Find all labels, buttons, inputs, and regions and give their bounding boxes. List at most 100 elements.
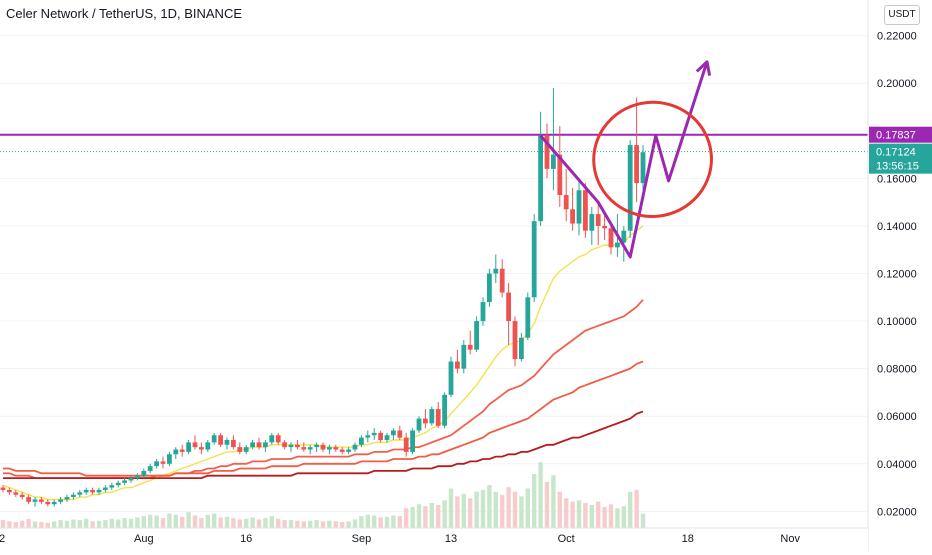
moving-average-ma_3 bbox=[3, 360, 644, 477]
price-tick-label: 0.16000 bbox=[877, 173, 917, 185]
candle-body bbox=[199, 447, 204, 450]
candle-body bbox=[192, 442, 198, 448]
volume-bar bbox=[148, 514, 153, 528]
time-tick-label: 13 bbox=[445, 533, 457, 545]
volume-bar bbox=[263, 518, 268, 528]
candle-body bbox=[218, 435, 223, 445]
candle-body bbox=[365, 435, 371, 438]
volume-bar bbox=[615, 508, 620, 528]
volume-bar bbox=[84, 518, 89, 528]
volume-bar bbox=[58, 520, 63, 528]
volume-bar bbox=[205, 514, 210, 528]
volume-bar bbox=[583, 502, 588, 528]
candle-body bbox=[327, 447, 332, 450]
price-tick-label: 0.10000 bbox=[877, 316, 917, 328]
price-tick-label: 0.08000 bbox=[877, 364, 917, 376]
volume-bar bbox=[468, 498, 473, 528]
volume-bar bbox=[295, 520, 300, 528]
volume-bar bbox=[551, 475, 556, 528]
volume-bar bbox=[90, 521, 95, 528]
volume-bar bbox=[26, 518, 31, 528]
volume-bar bbox=[538, 462, 543, 528]
volume-bar bbox=[474, 491, 479, 528]
candle-body bbox=[371, 432, 377, 436]
volume-bar bbox=[256, 519, 262, 528]
time-tick-label: Aug bbox=[134, 533, 154, 545]
candle-body bbox=[557, 154, 563, 196]
volume-bar bbox=[109, 518, 114, 528]
volume-bar bbox=[512, 491, 518, 528]
candle-body bbox=[71, 494, 76, 498]
time-tick-label: 16 bbox=[240, 533, 252, 545]
candle-body bbox=[263, 442, 268, 448]
candle-body bbox=[307, 447, 313, 450]
volume-bar bbox=[64, 520, 70, 528]
candle-body bbox=[519, 337, 524, 360]
volume-bar bbox=[186, 512, 191, 528]
candle-body bbox=[499, 268, 505, 293]
volume-bar bbox=[212, 513, 217, 528]
volume-bar bbox=[52, 521, 57, 528]
volume-bar bbox=[487, 485, 492, 528]
candle-body bbox=[147, 466, 153, 471]
volume-bar bbox=[359, 516, 364, 528]
volume-bar bbox=[314, 520, 319, 528]
volume-bar bbox=[480, 489, 486, 528]
candle-body bbox=[615, 242, 620, 248]
candle-body bbox=[455, 361, 460, 369]
currency-button[interactable]: USDT bbox=[884, 5, 920, 25]
horizontal-level bbox=[0, 133, 868, 153]
candle-body bbox=[346, 449, 351, 452]
volume-bar bbox=[116, 519, 121, 528]
volume-bar bbox=[378, 517, 383, 528]
volume-bar bbox=[32, 521, 38, 528]
candle-body bbox=[512, 321, 518, 360]
volume-bar bbox=[218, 517, 223, 528]
volume-bar bbox=[39, 522, 44, 528]
candle-body bbox=[378, 432, 383, 440]
time-tick-label: Sep bbox=[352, 533, 372, 545]
volume-bar bbox=[340, 522, 345, 528]
volume-bar bbox=[634, 489, 639, 528]
volume-bar bbox=[608, 504, 614, 528]
volume-bar bbox=[308, 520, 313, 528]
candle-body bbox=[627, 145, 633, 231]
volume-bar bbox=[288, 520, 294, 528]
volume-bar bbox=[71, 519, 76, 528]
volume-bar bbox=[544, 481, 550, 528]
candle-body bbox=[352, 444, 358, 450]
candle-body bbox=[544, 135, 550, 169]
candle-body bbox=[231, 440, 236, 448]
volume-bar bbox=[224, 516, 230, 528]
volume-bar bbox=[532, 473, 537, 528]
candle-body bbox=[90, 489, 95, 493]
volume-bar bbox=[519, 496, 524, 528]
volume-bar bbox=[628, 491, 633, 528]
candle-body bbox=[442, 394, 447, 426]
candle-body bbox=[410, 430, 415, 452]
candle-body bbox=[448, 361, 454, 395]
volume-bar bbox=[506, 487, 511, 528]
chart-title: Celer Network / TetherUS, 1D, BINANCE bbox=[6, 6, 242, 21]
candle-body bbox=[224, 440, 230, 445]
candle-body bbox=[109, 485, 115, 488]
volume-bar bbox=[7, 521, 12, 528]
candle-body bbox=[570, 209, 575, 224]
candle-body bbox=[122, 480, 127, 483]
candle-body bbox=[551, 154, 556, 169]
candle-body bbox=[237, 447, 243, 452]
volume-bar bbox=[500, 495, 505, 528]
volume-bar bbox=[404, 508, 409, 528]
level-label-bg bbox=[869, 126, 932, 143]
moving-average-ma_4 bbox=[3, 410, 644, 480]
volume-bar bbox=[576, 500, 582, 528]
price-tick-label: 0.12000 bbox=[877, 269, 917, 281]
volume-bar bbox=[493, 491, 498, 528]
candle-body bbox=[576, 190, 582, 224]
volume-bar bbox=[525, 488, 530, 528]
candle-body bbox=[51, 501, 57, 505]
candle-body bbox=[167, 454, 172, 464]
candle-body bbox=[416, 418, 422, 431]
volume-bar bbox=[173, 514, 178, 528]
